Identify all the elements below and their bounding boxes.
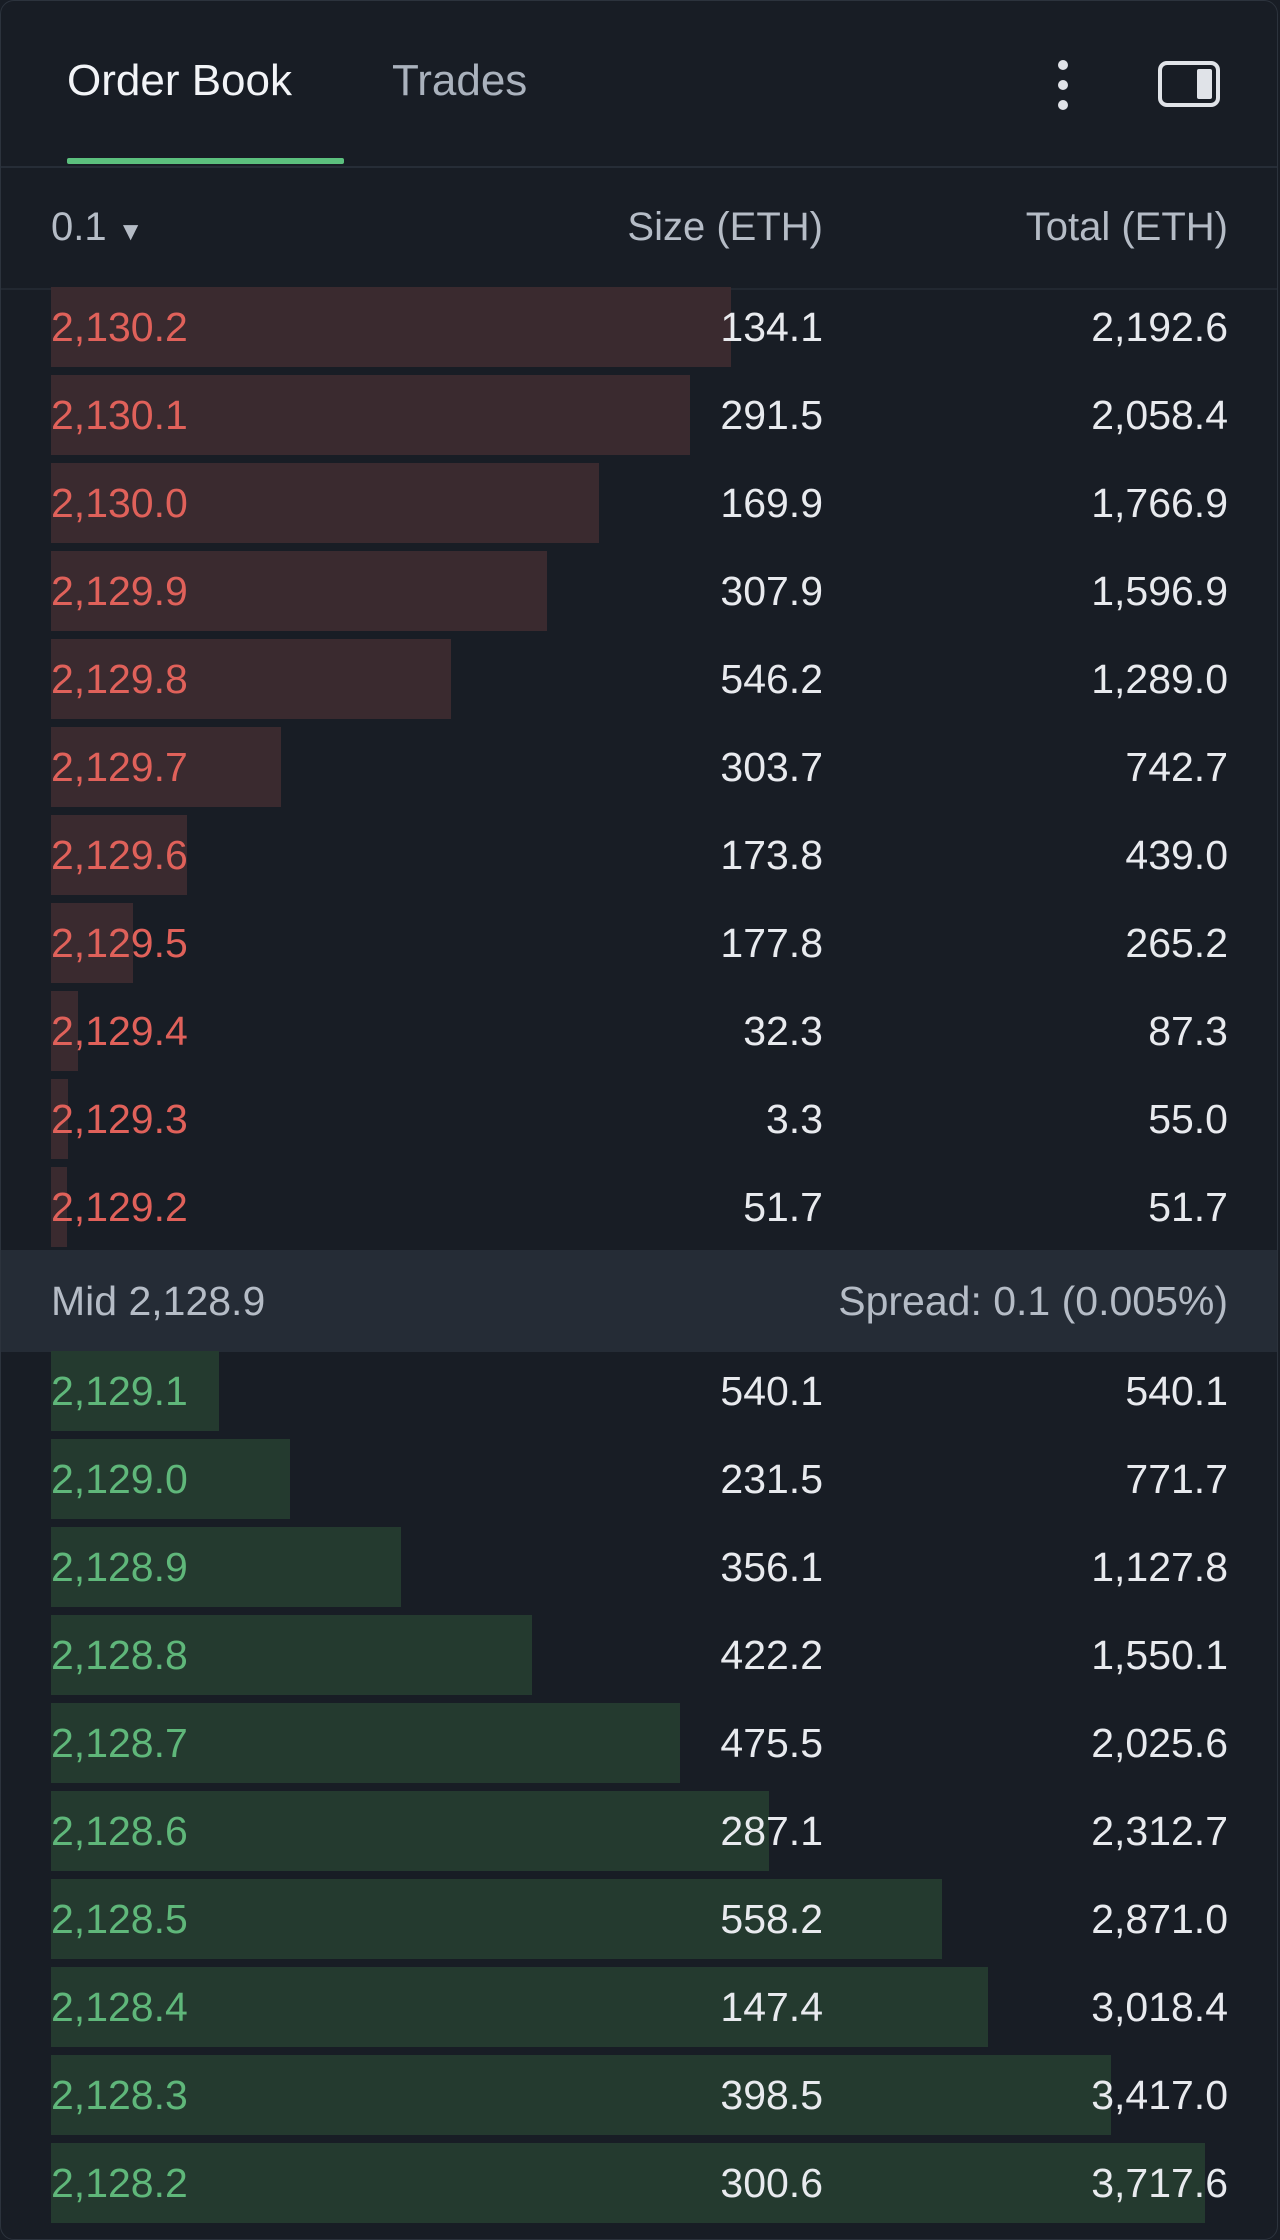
size: 558.2 [720,1896,823,1942]
size: 422.2 [720,1632,823,1678]
layout-toggle-icon[interactable] [1157,59,1223,111]
price: 2,130.0 [51,480,188,526]
size: 546.2 [720,656,823,702]
ask-depth-bar [51,1079,69,1159]
total: 2,192.6 [1091,304,1228,350]
size: 32.3 [743,1008,823,1054]
size: 173.8 [720,832,823,878]
bid-depth-bar [51,1967,988,2047]
mid-band [1,1250,1277,1352]
price: 2,128.6 [51,1808,188,1854]
price: 2,129.5 [51,920,188,966]
price: 2,128.8 [51,1632,188,1678]
ask-depth-bar [51,551,547,631]
price: 2,129.3 [51,1096,188,1142]
total: 87.3 [1148,1008,1228,1054]
total: 2,058.4 [1091,392,1228,438]
spread: Spread: 0.1 (0.005%) [838,1278,1228,1324]
bid-depth-bar [51,1703,680,1783]
total: 2,871.0 [1091,1896,1228,1942]
ask-depth-bar [51,727,282,807]
size: 291.5 [720,392,823,438]
total: 3,417.0 [1091,2072,1228,2118]
size: 3.3 [766,1096,823,1142]
size: 540.1 [720,1368,823,1414]
total: 1,596.9 [1091,568,1228,614]
bid-depth-bar [51,1351,219,1431]
price: 2,129.6 [51,832,188,878]
size: 147.4 [720,1984,823,2030]
bid-depth-bar [51,1879,942,1959]
price: 2,128.4 [51,1984,188,2030]
ask-depth-bar [51,639,451,719]
price: 2,130.2 [51,304,188,350]
bid-depth-bar [51,2143,1205,2223]
header-divider [1,166,1277,168]
price: 2,129.9 [51,568,188,614]
total: 439.0 [1125,832,1228,878]
size: 398.5 [720,2072,823,2118]
ask-depth-bar [51,903,134,983]
bid-depth-bar [51,1615,533,1695]
more-menu-icon[interactable] [1051,59,1075,111]
bid-depth-bar [51,1527,401,1607]
size: 169.9 [720,480,823,526]
price-step-selector[interactable]: 0.1 ▼ [51,204,143,254]
ask-depth-bar [51,1167,68,1247]
bid-depth-bar [51,2055,1112,2135]
price: 2,129.1 [51,1368,188,1414]
total: 1,289.0 [1091,656,1228,702]
ask-depth-bar [51,991,79,1071]
total: 742.7 [1125,744,1228,790]
total: 1,550.1 [1091,1632,1228,1678]
bid-depth-bar [51,1439,291,1519]
tab-trades[interactable]: Trades [392,56,528,105]
price-step[interactable]: 0.1 [51,205,107,249]
size: 231.5 [720,1456,823,1502]
total: 1,127.8 [1091,1544,1228,1590]
dropdown-caret: ▼ [117,216,144,246]
total: 3,717.6 [1091,2160,1228,2206]
size: 287.1 [720,1808,823,1854]
total: 51.7 [1148,1184,1228,1230]
total: 55.0 [1148,1096,1228,1142]
ask-depth-bar [51,287,732,367]
price: 2,128.7 [51,1720,188,1766]
price: 2,128.5 [51,1896,188,1942]
price: 2,129.8 [51,656,188,702]
ask-depth-bar [51,815,188,895]
mid-price: Mid 2,128.9 [51,1278,266,1324]
price: 2,128.9 [51,1544,188,1590]
size-header: Size (ETH) [627,205,823,249]
price: 2,130.1 [51,392,188,438]
price: 2,129.2 [51,1184,188,1230]
price: 2,128.3 [51,2072,188,2118]
bid-depth-bar [51,1791,769,1871]
ask-depth-bar [51,375,690,455]
size: 356.1 [720,1544,823,1590]
total: 2,025.6 [1091,1720,1228,1766]
total: 771.7 [1125,1456,1228,1502]
size: 134.1 [720,304,823,350]
total: 540.1 [1125,1368,1228,1414]
price: 2,128.2 [51,2160,188,2206]
price: 2,129.4 [51,1008,188,1054]
tab-order-book[interactable]: Order Book [67,56,292,105]
total-header: Total (ETH) [1025,205,1228,249]
size: 303.7 [720,744,823,790]
total: 1,766.9 [1091,480,1228,526]
total: 3,018.4 [1091,1984,1228,2030]
price: 2,129.0 [51,1456,188,1502]
size: 177.8 [720,920,823,966]
ask-depth-bar [51,463,600,543]
size: 51.7 [743,1184,823,1230]
active-tab-indicator [67,158,344,164]
total: 265.2 [1125,920,1228,966]
size: 475.5 [720,1720,823,1766]
total: 2,312.7 [1091,1808,1228,1854]
size: 307.9 [720,568,823,614]
price: 2,129.7 [51,744,188,790]
size: 300.6 [720,2160,823,2206]
